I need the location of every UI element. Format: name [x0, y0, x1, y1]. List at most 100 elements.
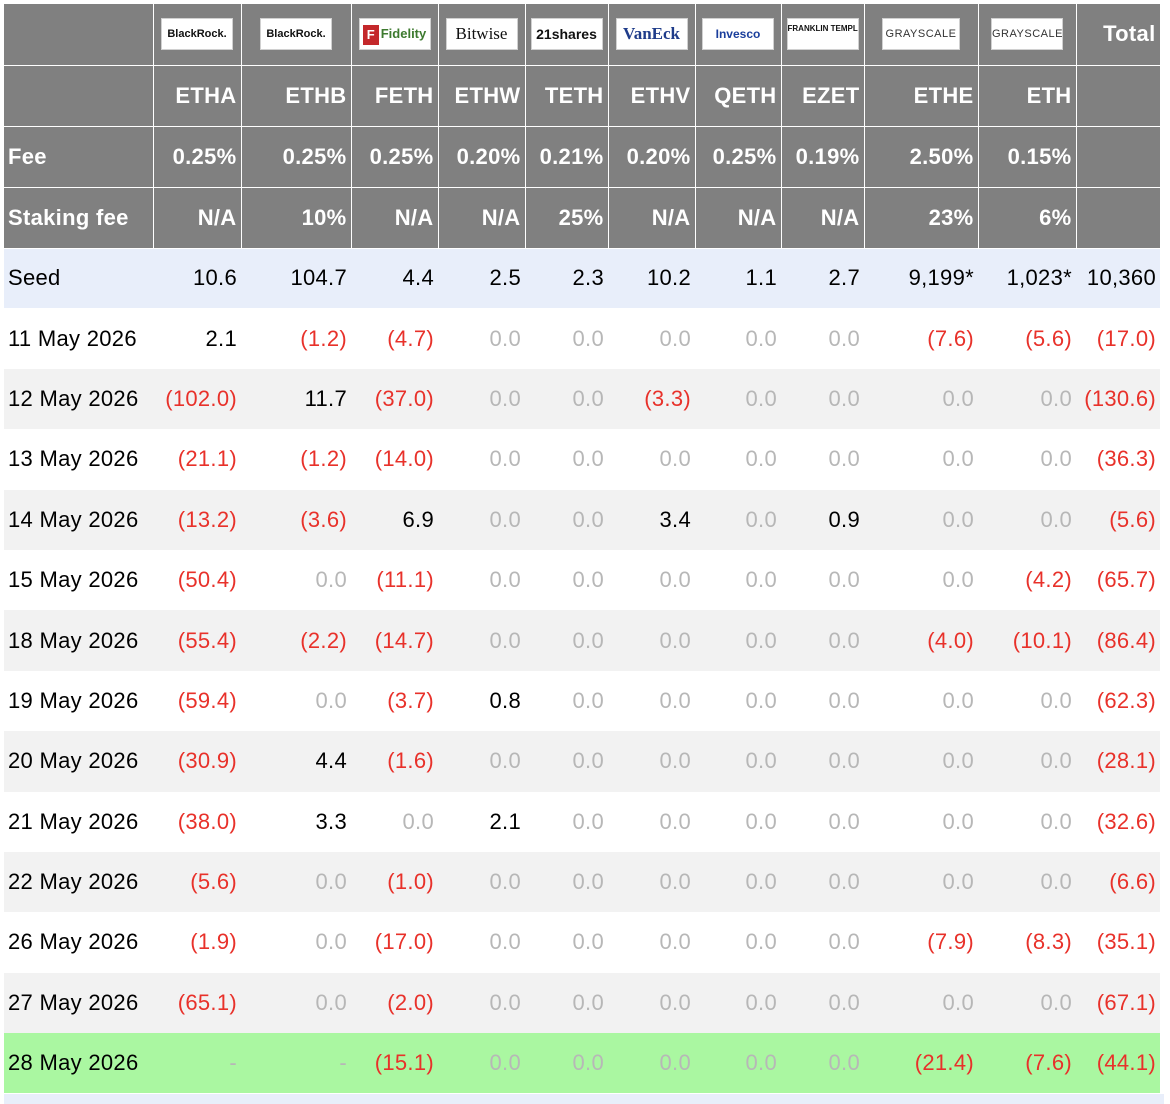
flow-cell: 0.0	[525, 549, 608, 611]
flow-cell: 0.0	[781, 670, 864, 732]
flow-cell: 0.0	[438, 489, 525, 550]
flow-cell: 0.0	[608, 972, 695, 1034]
flow-cell: 0.0	[978, 851, 1076, 913]
flow-cell: 2.1	[153, 308, 241, 369]
flow-cell: 0.0	[241, 549, 351, 611]
flow-cell: (30.9)	[153, 731, 241, 792]
flow-cell: (14.0)	[351, 429, 438, 490]
flow-cell: 0.0	[978, 791, 1076, 852]
flow-cell: 0.0	[695, 429, 781, 490]
flow-cell: (4.2)	[978, 549, 1076, 611]
staking-fee-cell: 23%	[864, 187, 979, 249]
issuer-logo-cell: Bitwise	[438, 4, 526, 66]
flow-cell: 0.0	[525, 489, 608, 550]
issuer-logo-cell: VanEck	[608, 4, 696, 66]
row-date: 13 May 2026	[4, 429, 153, 490]
flow-cell: (5.6)	[978, 308, 1076, 369]
row-date: 28 May 2026	[4, 1033, 153, 1094]
staking-fee-cell: N/A	[695, 187, 782, 249]
flow-cell: 0.0	[781, 429, 864, 490]
invesco-logo-icon: Invesco	[702, 18, 774, 51]
flow-cell: 0.0	[525, 791, 608, 852]
flow-cell: 0.0	[525, 308, 608, 369]
flow-cell: (38.0)	[153, 791, 241, 852]
table-row: 18 May 2026 (55.4) (2.2) (14.7) 0.0 0.0 0.0 0.0…	[4, 610, 1160, 671]
flow-cell: -	[241, 1033, 351, 1094]
flow-cell: (7.6)	[978, 1033, 1076, 1094]
flow-cell: 0.0	[781, 610, 864, 671]
row-total: (32.6)	[1076, 791, 1160, 852]
grayscale-logo-icon: GRAYSCALE	[882, 18, 960, 51]
flow-cell: 104.7	[241, 248, 351, 309]
flow-cell: 0.0	[525, 429, 608, 490]
row-total: (5.6)	[1076, 489, 1160, 550]
fee-cell: 0.25%	[241, 126, 352, 188]
flow-cell: 0.0	[241, 851, 351, 913]
flow-cell: (10.1)	[978, 610, 1076, 671]
total-column-header: Total	[1076, 4, 1161, 66]
header-blank-cell	[4, 65, 154, 127]
flow-cell: 0.0	[525, 610, 608, 671]
grayscale-logo-icon: GRAYSCALE	[991, 18, 1063, 51]
flow-cell: 0.0	[608, 912, 695, 973]
flow-cell: 0.0	[695, 610, 781, 671]
row-date: 14 May 2026	[4, 489, 153, 550]
table-row: 19 May 2026 (59.4) 0.0 (3.7) 0.8 0.0 0.0 0.0 0.0…	[4, 670, 1160, 732]
flow-cell: 0.0	[608, 549, 695, 611]
ticker-header: TETH	[525, 65, 609, 127]
flow-cell: 0.0	[864, 791, 978, 852]
flow-cell: 0.0	[781, 368, 864, 430]
flow-cell: 0.0	[695, 851, 781, 913]
issuer-logo-cell: FRANKLIN TEMPLETON	[781, 4, 865, 66]
flow-cell: (7.9)	[864, 912, 978, 973]
flow-cell: 0.0	[525, 670, 608, 732]
table-row: 13 May 2026 (21.1) (1.2) (14.0) 0.0 0.0 0.0 0.0…	[4, 429, 1160, 490]
table-row: 12 May 2026 (102.0) 11.7 (37.0) 0.0 0.0 (3.3) 0…	[4, 368, 1160, 430]
flow-cell: 0.0	[438, 912, 525, 973]
flow-cell: 0.0	[978, 489, 1076, 550]
flow-cell: 0.0	[978, 972, 1076, 1034]
ticker-header: EZET	[781, 65, 865, 127]
flow-cell: 0.0	[438, 368, 525, 430]
table-header: BlackRock. BlackRock. F Fidelity Bitwise …	[4, 4, 1161, 249]
row-date: 26 May 2026	[4, 912, 153, 973]
flow-cell: (55.4)	[153, 610, 241, 671]
flow-cell: 0.0	[781, 731, 864, 792]
fee-cell: 0.19%	[781, 126, 865, 188]
flow-cell: 0.0	[695, 912, 781, 973]
flow-cell: 0.0	[695, 791, 781, 852]
flow-cell: (21.4)	[864, 1033, 978, 1094]
ticker-header: FETH	[351, 65, 439, 127]
21shares-logo-icon: 21shares	[530, 18, 603, 51]
flow-cell: 0.0	[525, 368, 608, 430]
flow-cell: 4.4	[241, 731, 351, 792]
flow-cell: 0.0	[864, 851, 978, 913]
fee-cell: 0.25%	[695, 126, 782, 188]
flow-cell: 1.1	[695, 248, 781, 309]
ticker-header: QETH	[695, 65, 782, 127]
ticker-row: ETHA ETHB FETH ETHW TETH ETHV QETH EZET …	[4, 65, 1161, 127]
flow-cell: 9,199*	[864, 248, 978, 309]
flow-cell: 0.0	[608, 429, 695, 490]
flow-cell: 0.0	[781, 912, 864, 973]
flow-cell: 0.0	[978, 670, 1076, 732]
flow-cell: 0.0	[525, 972, 608, 1034]
row-date: 11 May 2026	[4, 308, 153, 369]
flow-cell: 0.0	[438, 610, 525, 671]
flow-cell: (65.1)	[153, 972, 241, 1034]
flow-cell: 0.0	[781, 851, 864, 913]
flows-body: Seed 10.6 104.7 4.4 2.5 2.3 10.2 1.1 2.7 9,199* 1,…	[4, 248, 1160, 1094]
flow-cell: 0.0	[695, 489, 781, 550]
eth-etf-flows-table: BlackRock. BlackRock. F Fidelity Bitwise …	[4, 4, 1161, 1094]
flow-cell: 0.0	[864, 489, 978, 550]
flow-cell: (3.6)	[241, 489, 351, 550]
row-total: (65.7)	[1076, 549, 1160, 611]
ticker-header: ETHE	[864, 65, 979, 127]
ticker-header: ETHA	[153, 65, 242, 127]
flow-cell: 6.9	[351, 489, 438, 550]
header-blank-cell	[4, 4, 154, 66]
row-total: (62.3)	[1076, 670, 1160, 732]
row-date: 19 May 2026	[4, 670, 153, 732]
flow-cell: 0.0	[695, 308, 781, 369]
flow-cell: (14.7)	[351, 610, 438, 671]
